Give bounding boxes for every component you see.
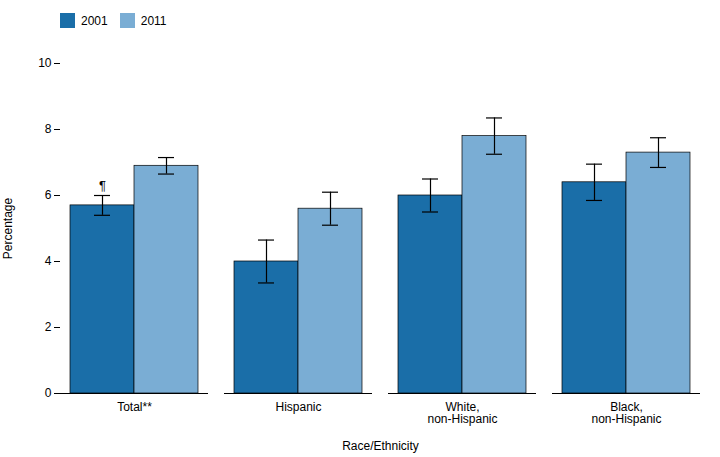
html-text:2001: 2001	[81, 13, 108, 28]
svg-text:8: 8	[45, 122, 52, 136]
svg-text:Race/Ethnicity: Race/Ethnicity	[342, 439, 419, 453]
svg-text:Percentage: Percentage	[1, 197, 15, 259]
svg-text:¶: ¶	[99, 178, 106, 193]
svg-text:6: 6	[45, 188, 52, 202]
svg-text:0: 0	[45, 386, 52, 400]
svg-text:Black,non-Hispanic: Black,non-Hispanic	[591, 400, 661, 426]
svg-text:Hispanic: Hispanic	[275, 400, 321, 414]
svg-text:Total**: Total**	[117, 400, 152, 414]
svg-text:10: 10	[38, 56, 52, 70]
svg-text:2: 2	[45, 320, 52, 334]
svg-text:4: 4	[45, 254, 52, 268]
html-text:2011: 2011	[140, 13, 167, 28]
svg-text:White,non-Hispanic: White,non-Hispanic	[427, 400, 497, 426]
